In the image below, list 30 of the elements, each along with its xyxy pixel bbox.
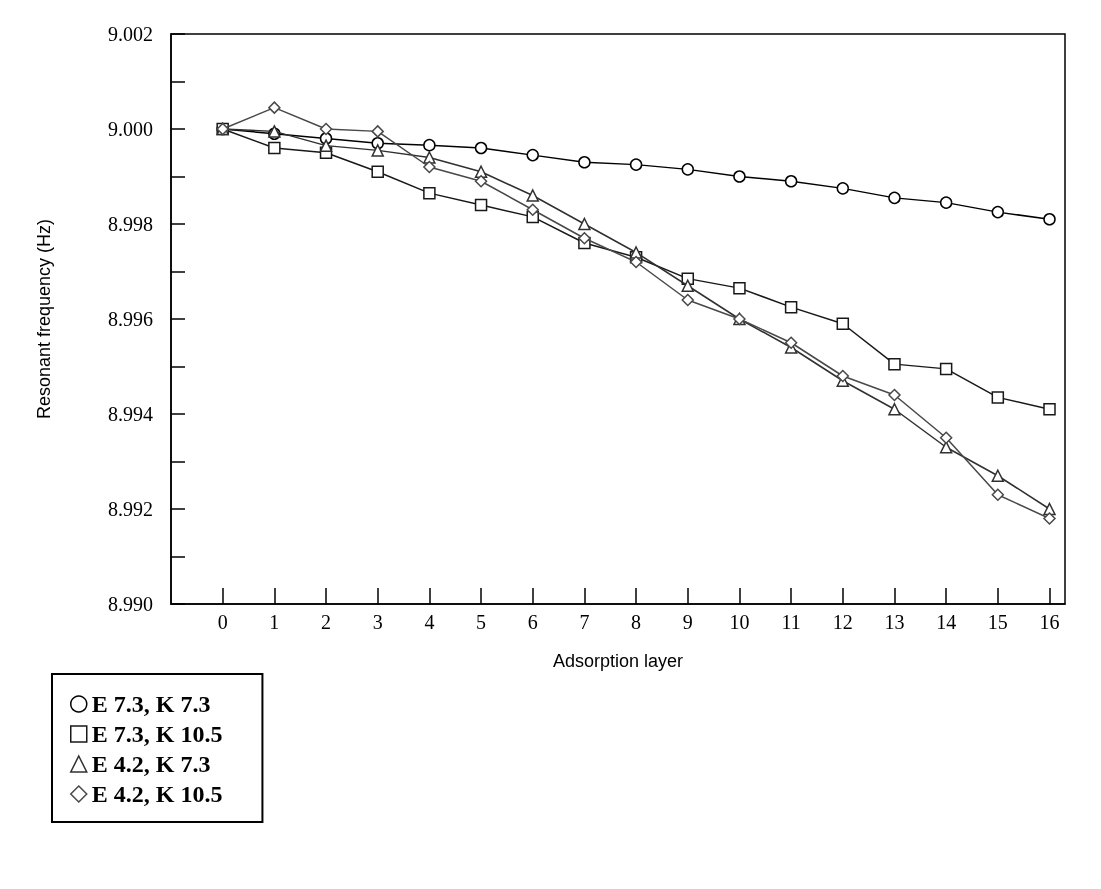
x-tick-label: 7 — [579, 611, 590, 633]
x-tick-label: 11 — [781, 611, 801, 633]
y-axis-title: Resonant frequency (Hz) — [34, 218, 54, 420]
x-tick-label: 9 — [682, 611, 693, 633]
x-tick-label: 4 — [424, 611, 435, 633]
legend-label: E 4.2, K 10.5 — [91, 781, 223, 807]
y-tick-label: 8.990 — [108, 593, 153, 615]
x-tick-label: 3 — [372, 611, 383, 633]
x-tick-label: 10 — [729, 611, 750, 633]
x-tick-label: 12 — [832, 611, 853, 633]
x-tick-label: 2 — [321, 611, 332, 633]
y-tick-label: 9.002 — [108, 23, 153, 45]
legend-label: E 7.3, K 7.3 — [91, 691, 211, 717]
y-tick-label: 8.994 — [108, 403, 153, 425]
legend-label: E 4.2, K 7.3 — [91, 751, 211, 777]
y-tick-label: 8.992 — [108, 498, 153, 520]
x-tick-label: 16 — [1039, 611, 1060, 633]
x-axis-title: Adsorption layer — [552, 651, 684, 671]
y-tick-label: 9.000 — [108, 118, 153, 140]
legend-label: E 7.3, K 10.5 — [91, 721, 223, 747]
y-tick-label: 8.996 — [108, 308, 153, 330]
x-tick-label: 13 — [884, 611, 905, 633]
x-tick-label: 6 — [527, 611, 538, 633]
x-tick-label: 1 — [269, 611, 280, 633]
x-tick-label: 5 — [476, 611, 487, 633]
x-tick-label: 8 — [631, 611, 642, 633]
y-tick-label: 8.998 — [108, 213, 153, 235]
x-tick-label: 14 — [936, 611, 957, 633]
x-tick-label: 15 — [987, 611, 1008, 633]
x-tick-label: 0 — [217, 611, 228, 633]
